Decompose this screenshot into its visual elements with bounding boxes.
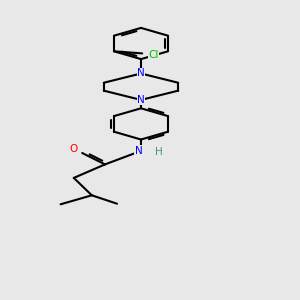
- Text: O: O: [70, 144, 78, 154]
- Text: H: H: [155, 147, 163, 157]
- Text: N: N: [135, 146, 142, 156]
- Text: Cl: Cl: [148, 50, 159, 61]
- Text: N: N: [137, 95, 145, 105]
- Text: N: N: [137, 68, 145, 79]
